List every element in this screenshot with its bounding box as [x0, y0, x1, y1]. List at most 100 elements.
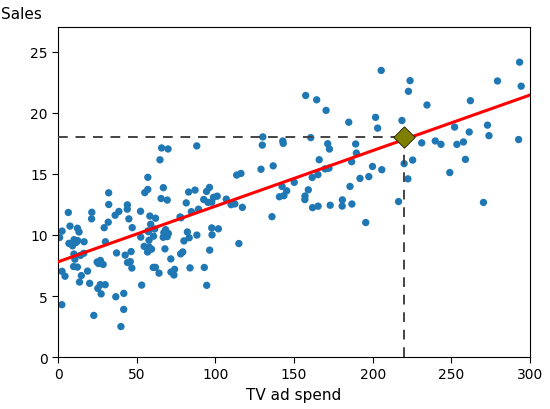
Point: [194, 207, 203, 213]
Point: [85, 281, 94, 287]
Point: [338, 197, 346, 204]
Point: [279, 193, 288, 200]
Point: [157, 145, 166, 152]
Point: [167, 256, 175, 263]
Point: [144, 229, 153, 235]
Point: [184, 189, 193, 196]
Point: [164, 231, 173, 237]
Point: [161, 246, 169, 252]
Point: [230, 201, 239, 208]
Point: [515, 60, 524, 66]
Point: [324, 166, 333, 172]
Point: [282, 188, 291, 195]
Point: [192, 232, 201, 239]
Point: [70, 237, 79, 243]
Point: [437, 142, 446, 148]
Point: [301, 193, 310, 200]
Point: [101, 282, 109, 288]
Point: [192, 143, 201, 150]
Point: [72, 240, 80, 246]
Point: [100, 225, 108, 231]
Point: [345, 184, 354, 190]
Point: [101, 239, 110, 245]
Point: [368, 164, 377, 170]
Point: [126, 249, 135, 255]
Point: [138, 282, 146, 289]
Point: [404, 176, 412, 183]
Point: [517, 84, 526, 90]
Point: [96, 282, 104, 288]
Point: [175, 214, 184, 221]
Point: [80, 239, 89, 245]
Point: [371, 115, 380, 121]
Point: [300, 197, 309, 203]
Point: [119, 290, 128, 297]
Point: [145, 213, 154, 220]
Point: [269, 163, 278, 170]
Point: [58, 228, 67, 235]
Point: [55, 235, 64, 241]
Point: [207, 200, 216, 206]
Point: [323, 141, 332, 148]
Point: [99, 261, 108, 268]
Point: [450, 124, 459, 131]
Point: [75, 279, 84, 285]
Text: Sales: Sales: [2, 7, 42, 22]
Point: [57, 302, 66, 308]
Point: [112, 294, 120, 300]
Point: [90, 312, 98, 319]
Point: [326, 202, 334, 209]
Point: [144, 187, 152, 193]
Point: [97, 291, 106, 297]
Point: [377, 167, 386, 173]
Point: [147, 246, 156, 253]
Point: [128, 225, 136, 231]
Point: [123, 260, 132, 266]
Point: [290, 180, 299, 186]
Point: [352, 151, 361, 157]
Point: [73, 225, 82, 232]
Point: [466, 98, 475, 105]
Point: [325, 146, 334, 153]
Point: [64, 210, 73, 216]
Point: [159, 185, 168, 191]
Point: [306, 135, 315, 142]
Point: [169, 272, 178, 279]
Point: [222, 196, 230, 203]
Point: [119, 306, 128, 313]
Point: [75, 229, 84, 236]
Point: [205, 247, 214, 254]
Point: [68, 243, 77, 249]
Point: [400, 161, 409, 168]
Point: [202, 189, 211, 195]
Point: [123, 207, 131, 213]
Point: [157, 196, 166, 202]
Point: [275, 194, 284, 200]
Point: [344, 120, 353, 126]
Point: [453, 142, 461, 148]
Point: [422, 103, 431, 109]
Point: [338, 203, 346, 210]
Point: [87, 216, 96, 222]
Point: [76, 252, 85, 259]
Point: [214, 226, 223, 233]
Point: [238, 204, 247, 211]
Point: [514, 137, 523, 144]
Point: [151, 216, 160, 222]
Point: [77, 273, 86, 279]
Point: [348, 201, 356, 208]
Point: [258, 134, 267, 141]
Point: [257, 166, 266, 173]
Point: [431, 138, 439, 145]
Point: [308, 205, 317, 211]
Point: [314, 203, 322, 210]
Point: [483, 123, 492, 129]
Point: [94, 261, 103, 267]
Point: [314, 172, 322, 178]
Point: [315, 157, 323, 164]
Point: [398, 118, 406, 124]
Point: [361, 220, 370, 226]
Point: [70, 256, 79, 263]
Point: [140, 243, 148, 250]
Point: [73, 264, 82, 271]
